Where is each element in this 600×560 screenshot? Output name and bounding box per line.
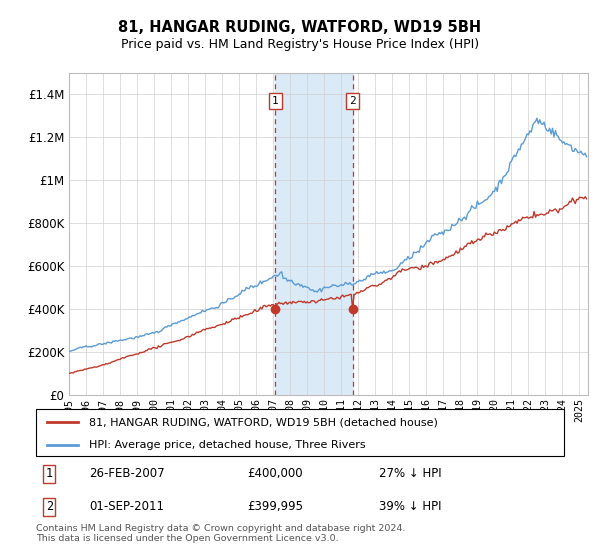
Bar [580,73,588,395]
Text: 2: 2 [46,500,53,514]
Text: £400,000: £400,000 [247,467,303,480]
Text: 2: 2 [349,96,356,106]
Text: 39% ↓ HPI: 39% ↓ HPI [379,500,442,514]
Text: HPI: Average price, detached house, Three Rivers: HPI: Average price, detached house, Thre… [89,440,365,450]
Text: 1: 1 [46,467,53,480]
Text: 26-FEB-2007: 26-FEB-2007 [89,467,164,480]
FancyBboxPatch shape [36,409,564,456]
Text: £399,995: £399,995 [247,500,303,514]
Text: 81, HANGAR RUDING, WATFORD, WD19 5BH (detached house): 81, HANGAR RUDING, WATFORD, WD19 5BH (de… [89,417,437,427]
Text: 01-SEP-2011: 01-SEP-2011 [89,500,164,514]
Text: 1: 1 [272,96,278,106]
Text: 81, HANGAR RUDING, WATFORD, WD19 5BH: 81, HANGAR RUDING, WATFORD, WD19 5BH [118,20,482,35]
Text: Contains HM Land Registry data © Crown copyright and database right 2024.
This d: Contains HM Land Registry data © Crown c… [36,524,406,543]
Text: 27% ↓ HPI: 27% ↓ HPI [379,467,442,480]
Text: Price paid vs. HM Land Registry's House Price Index (HPI): Price paid vs. HM Land Registry's House … [121,38,479,51]
Bar [275,73,353,395]
